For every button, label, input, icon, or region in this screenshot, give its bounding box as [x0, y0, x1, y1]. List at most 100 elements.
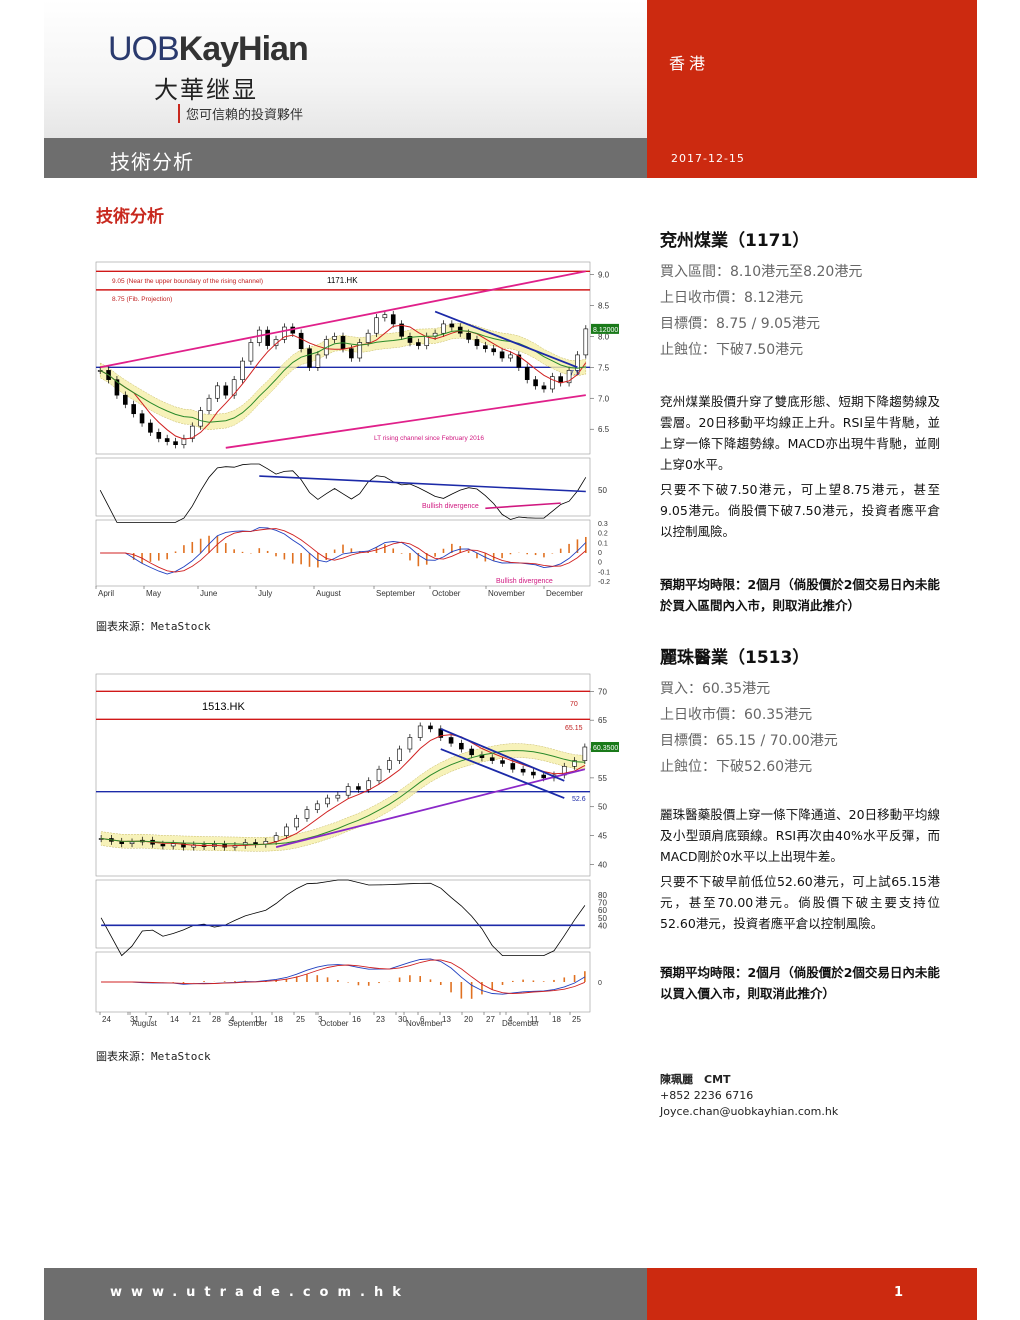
price-candle [198, 410, 203, 427]
company-logo: UOBKayHian [108, 30, 309, 68]
report-date: 2017-12-15 [671, 152, 745, 165]
analyst-phone: +852 2236 6716 [660, 1089, 754, 1102]
rsi-axis-label: 80 [598, 891, 607, 900]
rsi-downtrend-line [259, 475, 586, 493]
company-logo-chinese: 大華继显 [154, 76, 258, 104]
price-candle [483, 345, 488, 350]
price-candle [325, 797, 330, 805]
channel-lower-line [440, 748, 565, 799]
rsi-line [100, 879, 586, 957]
price-axis-label: 9.0 [598, 270, 610, 279]
chart-1171: 6.5 7.0 7.5 8.0 8.5 9.0 9.05 (Near the upper b… [92, 258, 624, 604]
time-axis-label: 31 [130, 1015, 139, 1024]
price-candle [520, 768, 526, 773]
footer-page-box: 1 [647, 1268, 977, 1320]
last-price-box [591, 742, 619, 753]
price-candle [335, 794, 341, 799]
price-candle [123, 394, 128, 405]
chart-1171-svg: 6.5 7.0 7.5 8.0 8.5 9.0 9.05 (Near the upper b… [95, 261, 619, 598]
time-axis-label: 18 [552, 1015, 561, 1024]
analyst-contact: 陳珮麗 CMT +852 2236 6716 Joyce.chan@uobkay… [660, 1072, 838, 1120]
time-axis-label: August [316, 589, 342, 598]
logo-area: UOBKayHian 大華继显 您可信賴的投資夥伴 [44, 0, 647, 138]
report-footer: www.utrade.com.hk 1 [44, 1268, 977, 1320]
price-candle [466, 332, 471, 340]
company-tagline: 您可信賴的投資夥伴 [178, 104, 303, 123]
buy-price: 買入：60.35港元 [660, 681, 771, 697]
price-candle [248, 342, 254, 362]
time-axis-label: 6 [420, 1015, 425, 1024]
price-candle [189, 425, 195, 439]
price-candle [156, 432, 162, 439]
price-candle [582, 746, 588, 761]
price-candle [181, 438, 187, 446]
analysis-paragraph: 兗州煤業股價升穿了雙底形態、短期下降趨勢線及雲層。20日移動平均線正上升。RSI… [660, 394, 940, 472]
price-candle [356, 786, 361, 790]
time-axis-label: May [146, 589, 161, 598]
price-candle [566, 370, 572, 384]
price-candle [265, 329, 270, 346]
macd-axis-label: 0.3 [598, 521, 608, 528]
price-candle [500, 760, 505, 764]
time-axis-label: December [502, 1019, 539, 1028]
holding-period: 預期平均時限：2個月（倘股價於2個交易日內未能於買入區間內入市，則取消此推介） [660, 577, 940, 613]
price-candle [129, 841, 135, 844]
uptrend-line [275, 768, 586, 849]
previous-close: 上日收市價：60.35港元 [660, 707, 813, 723]
price-candle [294, 817, 299, 828]
price-axis-label: 8.0 [598, 332, 610, 341]
time-axis-label: 25 [572, 1015, 581, 1024]
price-axis-label: 50 [598, 803, 607, 812]
price-candle [231, 379, 237, 396]
channel-upper-line [440, 727, 565, 782]
time-axis-label: July [258, 589, 272, 598]
price-candle [374, 317, 379, 334]
ma-long-line [99, 330, 586, 423]
price-candle [533, 379, 538, 387]
price-candle [491, 348, 497, 353]
footer-url[interactable]: www.utrade.com.hk [110, 1285, 410, 1300]
rsi-axis-label: 40 [598, 921, 607, 930]
price-candle [349, 348, 354, 359]
report-title: 技術分析 [110, 150, 194, 174]
price-axis-label: 7.5 [598, 363, 610, 372]
price-candle [583, 328, 589, 356]
time-axis-label: 14 [170, 1015, 179, 1024]
rsi-divergence-line [485, 502, 561, 510]
time-axis-label: 7 [148, 1015, 153, 1024]
price-candle [366, 780, 372, 790]
time-axis-label: 11 [254, 1015, 263, 1024]
price-axis-label: 6.5 [598, 425, 610, 434]
price-candle [284, 826, 289, 836]
price-candle [441, 323, 446, 334]
macd-axis-label: 0 [598, 550, 602, 557]
price-candle [541, 385, 547, 390]
time-axis-label: December [546, 589, 583, 598]
analyst-email[interactable]: Joyce.chan@uobkayhian.com.hk [660, 1105, 839, 1118]
price-axis-label: 55 [598, 774, 607, 783]
panel-frame-1 [95, 879, 591, 949]
price-candle [173, 441, 178, 446]
price-candle [489, 757, 495, 761]
support-annotation: 7.5 [570, 370, 580, 377]
price-candle [550, 376, 555, 390]
price-candle [160, 843, 166, 847]
ma-long-line [101, 749, 585, 845]
price-axis-label: 70 [598, 687, 607, 696]
price-candle [215, 385, 220, 399]
last-price-box [591, 323, 619, 334]
price-candle [428, 725, 433, 730]
macd-line [101, 958, 586, 995]
ma-short-line [99, 324, 587, 440]
stock-name: 麗珠醫業（1513） [660, 648, 810, 668]
stock-name: 兗州煤業（1171） [660, 231, 810, 251]
time-axis-label: October [432, 589, 461, 598]
macd-axis-label: 0 [598, 560, 602, 567]
time-axis-label: November [406, 1019, 443, 1028]
price-candle [282, 326, 287, 340]
fib-annotation: 8.75 (Fib. Projection) [112, 296, 172, 303]
panel-frame-1 [95, 457, 591, 517]
panel-frame-2 [95, 519, 591, 587]
ticker-label: 1513.HK [202, 701, 245, 713]
time-axis-label: 13 [442, 1015, 451, 1024]
